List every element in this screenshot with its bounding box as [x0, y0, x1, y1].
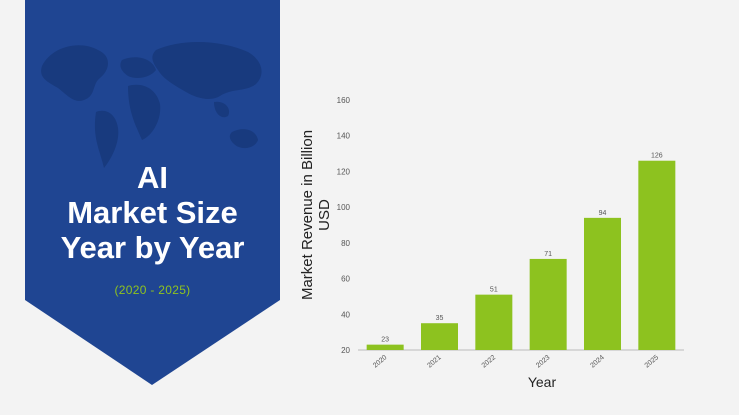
x-tick-label: 2023 [535, 354, 552, 369]
banner-title-line-3: Year by Year [60, 230, 245, 265]
y-tick-label: 140 [337, 132, 351, 141]
y-tick-label: 120 [337, 167, 351, 176]
bar [638, 160, 676, 350]
data-label: 126 [651, 153, 663, 160]
bar [529, 258, 567, 350]
bars [366, 160, 676, 350]
world-map-icon [41, 41, 262, 168]
y-tick-label: 20 [341, 346, 350, 355]
y-tick-label: 80 [341, 239, 350, 248]
x-axis-label: Year [528, 374, 557, 390]
y-tick-label: 60 [341, 275, 350, 284]
y-tick-label: 160 [337, 96, 351, 105]
banner-title-line-2: Market Size [67, 195, 238, 230]
bar [421, 323, 458, 350]
x-tick-label: 2024 [589, 354, 606, 369]
x-tick-label: 2020 [372, 354, 389, 369]
data-label: 23 [381, 337, 389, 344]
y-tick-label: 40 [341, 310, 350, 319]
data-label: 51 [490, 287, 498, 294]
data-label: 35 [436, 315, 444, 322]
banner-subtitle: (2020 - 2025) [114, 283, 191, 297]
bar [584, 217, 621, 350]
banner-title: AI Market Size Year by Year [25, 160, 280, 265]
y-tick-label: 100 [337, 203, 351, 212]
y-axis-ticks: 20 40 60 80 100 120 140 160 [337, 96, 351, 355]
banner-title-line-1: AI [137, 160, 168, 195]
data-label: 94 [599, 210, 607, 217]
x-tick-label: 2025 [644, 354, 661, 369]
y-axis-label: Market Revenue in BillionUSD [299, 130, 333, 300]
bar [475, 294, 513, 350]
bar [366, 344, 404, 350]
x-tick-label: 2022 [481, 354, 498, 369]
x-tick-label: 2021 [426, 354, 443, 369]
data-labels: 23 35 51 71 94 126 [381, 153, 663, 344]
data-label: 71 [544, 251, 552, 258]
x-axis-ticks: 2020 2021 2022 2023 2024 2025 [372, 354, 660, 369]
